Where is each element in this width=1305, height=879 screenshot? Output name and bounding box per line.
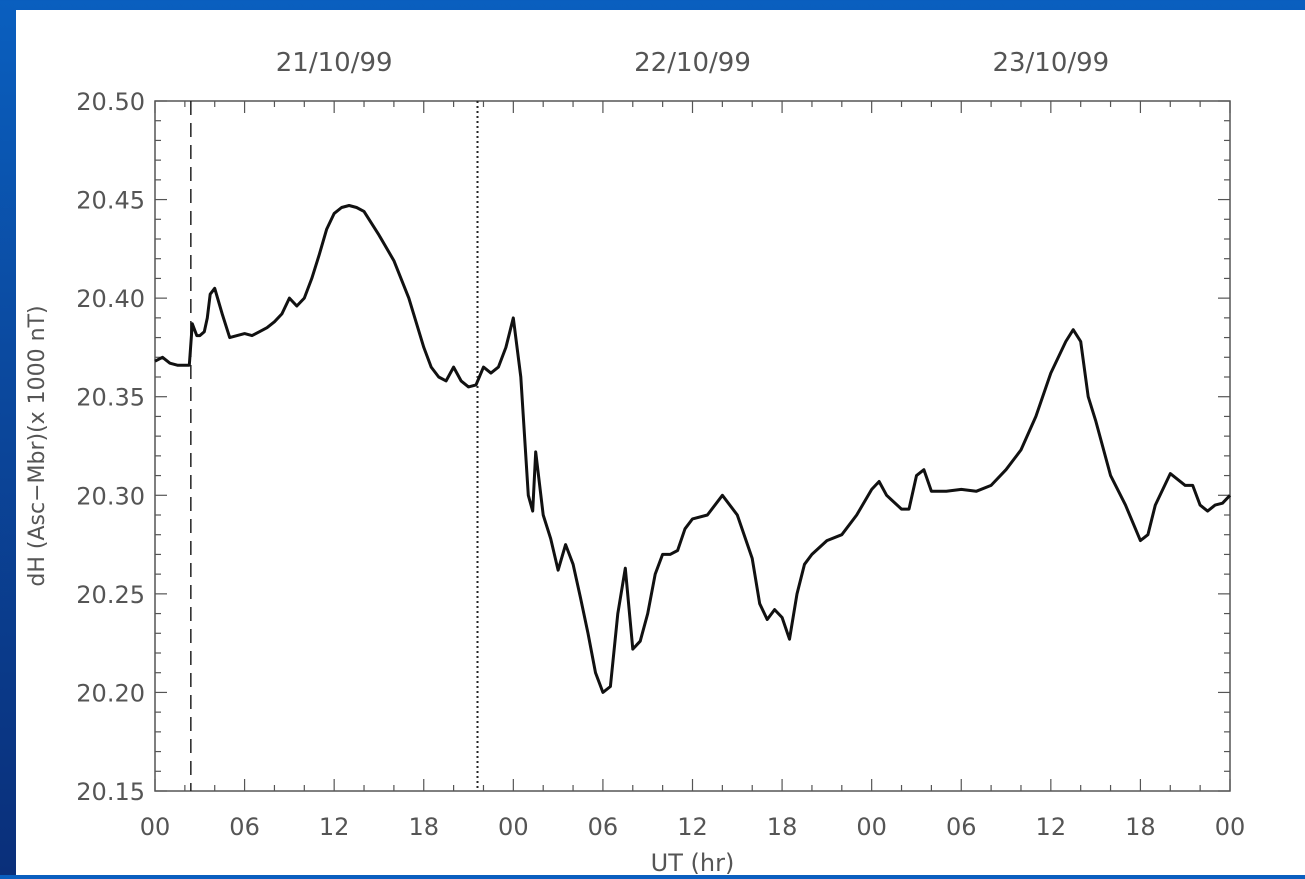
x-axis-title: UT (hr)	[651, 849, 735, 875]
plot-frame	[154, 100, 1231, 792]
series-line-dh	[154, 204, 1232, 694]
y-tick-label: 20.45	[76, 187, 145, 215]
y-tick-label: 20.15	[76, 778, 145, 806]
y-tick-label: 20.50	[76, 88, 145, 116]
y-tick-label: 20.30	[76, 482, 145, 510]
y-axis-title: dH (Asc−Mbr)(x 1000 nT)	[25, 305, 50, 586]
x-tick-label: 00	[1215, 813, 1246, 841]
y-tick-label: 20.35	[76, 384, 145, 412]
x-tick-label: 06	[229, 813, 260, 841]
x-tick-label: 06	[588, 813, 619, 841]
x-tick-label: 12	[1036, 813, 1067, 841]
chart-panel: 20.50 20.45 20.40 20.35 20.30 20.25 20.20 20.15…	[16, 10, 1305, 877]
line-chart: 20.50 20.45 20.40 20.35 20.30 20.25 20.20 20.15…	[25, 48, 1246, 877]
x-tick-label: 12	[677, 813, 708, 841]
x-tick-label: 12	[319, 813, 350, 841]
date-label: 23/10/99	[992, 48, 1109, 78]
x-tick-label: 18	[1125, 813, 1156, 841]
date-label: 21/10/99	[276, 48, 393, 78]
y-tick-label: 20.40	[76, 285, 145, 313]
x-tick-label: 00	[856, 813, 887, 841]
y-tick-label: 20.20	[76, 679, 145, 707]
date-label: 22/10/99	[634, 48, 751, 78]
x-tick-label: 00	[140, 813, 171, 841]
x-tick-label: 06	[946, 813, 977, 841]
x-tick-label: 18	[408, 813, 439, 841]
x-tick-label: 00	[498, 813, 529, 841]
y-tick-label: 20.25	[76, 581, 145, 609]
x-tick-label: 18	[767, 813, 798, 841]
